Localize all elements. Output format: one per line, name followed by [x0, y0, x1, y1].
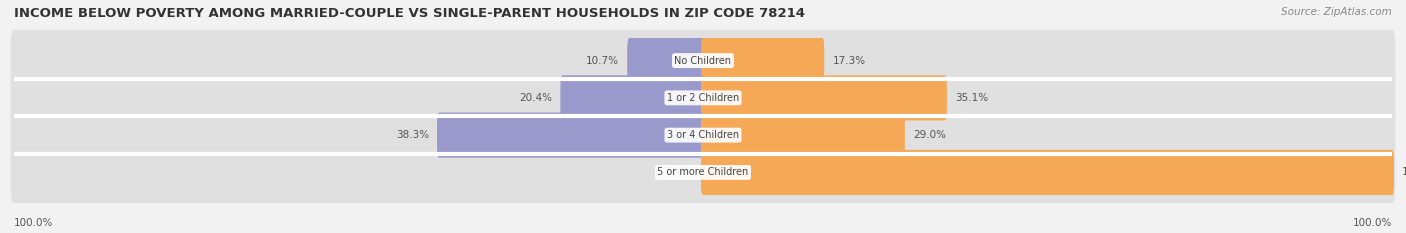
- Text: No Children: No Children: [675, 56, 731, 65]
- Text: 100.0%: 100.0%: [1353, 218, 1392, 228]
- Text: 38.3%: 38.3%: [395, 130, 429, 140]
- Text: 17.3%: 17.3%: [832, 56, 866, 65]
- Text: 10.7%: 10.7%: [586, 56, 619, 65]
- FancyBboxPatch shape: [11, 104, 706, 166]
- FancyBboxPatch shape: [437, 113, 704, 158]
- FancyBboxPatch shape: [700, 142, 1395, 203]
- Text: INCOME BELOW POVERTY AMONG MARRIED-COUPLE VS SINGLE-PARENT HOUSEHOLDS IN ZIP COD: INCOME BELOW POVERTY AMONG MARRIED-COUPL…: [14, 7, 806, 20]
- FancyBboxPatch shape: [700, 104, 1395, 166]
- Text: Source: ZipAtlas.com: Source: ZipAtlas.com: [1281, 7, 1392, 17]
- FancyBboxPatch shape: [627, 38, 704, 83]
- FancyBboxPatch shape: [11, 30, 706, 91]
- FancyBboxPatch shape: [700, 30, 1395, 91]
- FancyBboxPatch shape: [702, 150, 1393, 195]
- Text: 35.1%: 35.1%: [955, 93, 988, 103]
- Text: 100.0%: 100.0%: [14, 218, 53, 228]
- Text: 1 or 2 Children: 1 or 2 Children: [666, 93, 740, 103]
- Text: 5 or more Children: 5 or more Children: [658, 168, 748, 177]
- Text: 20.4%: 20.4%: [519, 93, 553, 103]
- FancyBboxPatch shape: [11, 67, 706, 129]
- Text: 0.0%: 0.0%: [666, 168, 693, 177]
- FancyBboxPatch shape: [561, 75, 704, 120]
- Text: 29.0%: 29.0%: [912, 130, 946, 140]
- Text: 3 or 4 Children: 3 or 4 Children: [666, 130, 740, 140]
- FancyBboxPatch shape: [11, 142, 706, 203]
- FancyBboxPatch shape: [702, 38, 824, 83]
- FancyBboxPatch shape: [700, 67, 1395, 129]
- Text: 100.0%: 100.0%: [1402, 168, 1406, 177]
- FancyBboxPatch shape: [702, 75, 946, 120]
- FancyBboxPatch shape: [702, 113, 905, 158]
